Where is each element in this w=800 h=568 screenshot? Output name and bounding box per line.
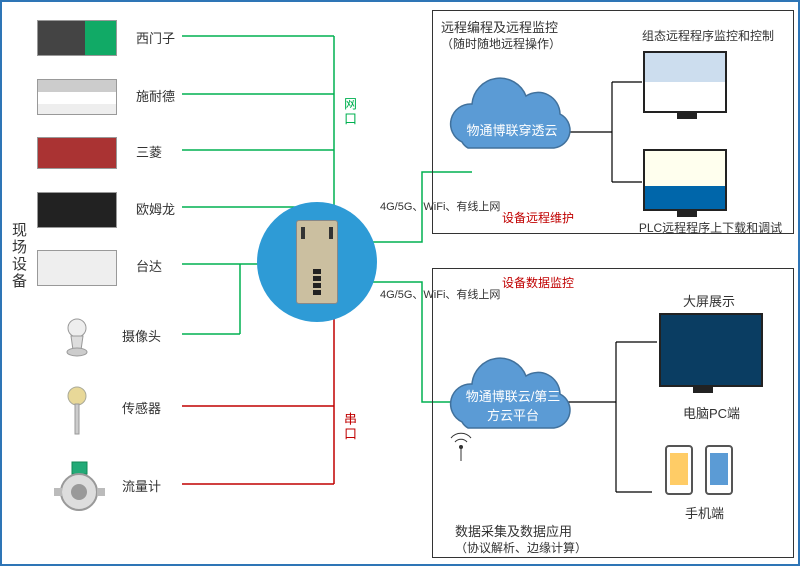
device-sensor-label: 传感器 (122, 398, 161, 417)
device-omron-icon (37, 192, 117, 228)
device-mitsubishi-label: 三菱 (136, 142, 162, 161)
device-siemens-label: 西门子 (136, 28, 175, 47)
device-omron-label: 欧姆龙 (136, 199, 175, 218)
serial-port-label: 串口 (340, 412, 359, 442)
bigscreen-label: 大屏展示 (683, 291, 735, 310)
plc-ide-label: PLC远程程序上下载和调试 (628, 219, 793, 236)
gateway-icon (296, 220, 338, 304)
device-camera-icon (57, 318, 97, 358)
scada-monitor-icon (643, 51, 727, 113)
device-mitsubishi-icon (37, 137, 117, 169)
data-collection-box: 大屏展示 电脑PC端 手机端 数据采集及数据应用 （协议解析、边缘计算） (432, 268, 794, 558)
device-siemens-icon (37, 20, 117, 56)
device-delta-icon (37, 250, 117, 286)
device-schneider-label: 施耐德 (136, 86, 175, 105)
remote-programming-box: 远程编程及远程监控 （随时随地远程操作） 组态远程程序监控和控制 PLC远程程序… (432, 10, 794, 234)
scada-label: 组态远程程序监控和控制 (633, 27, 783, 44)
box1-title: 远程编程及远程监控 (441, 17, 558, 36)
device-camera-label: 摄像头 (122, 326, 161, 345)
phone-1-icon (665, 445, 693, 495)
box1-subtitle: （随时随地远程操作） (441, 35, 561, 52)
device-sensor-icon (62, 386, 92, 436)
box2-title: 数据采集及数据应用 (455, 521, 572, 540)
field-devices-title: 现场设备 (8, 222, 29, 290)
device-flowmeter-icon (52, 460, 107, 515)
net-port-label: 网口 (340, 97, 359, 127)
bigscreen-monitor-icon (659, 313, 763, 387)
mobile-label: 手机端 (685, 503, 724, 522)
plc-ide-monitor-icon (643, 149, 727, 211)
gateway-device (257, 202, 377, 322)
device-delta-label: 台达 (136, 256, 162, 275)
device-flowmeter-label: 流量计 (122, 476, 161, 495)
phone-2-icon (705, 445, 733, 495)
device-schneider-icon (37, 79, 117, 115)
box2-subtitle: （协议解析、边缘计算） (455, 539, 587, 556)
pc-label: 电脑PC端 (683, 403, 740, 422)
